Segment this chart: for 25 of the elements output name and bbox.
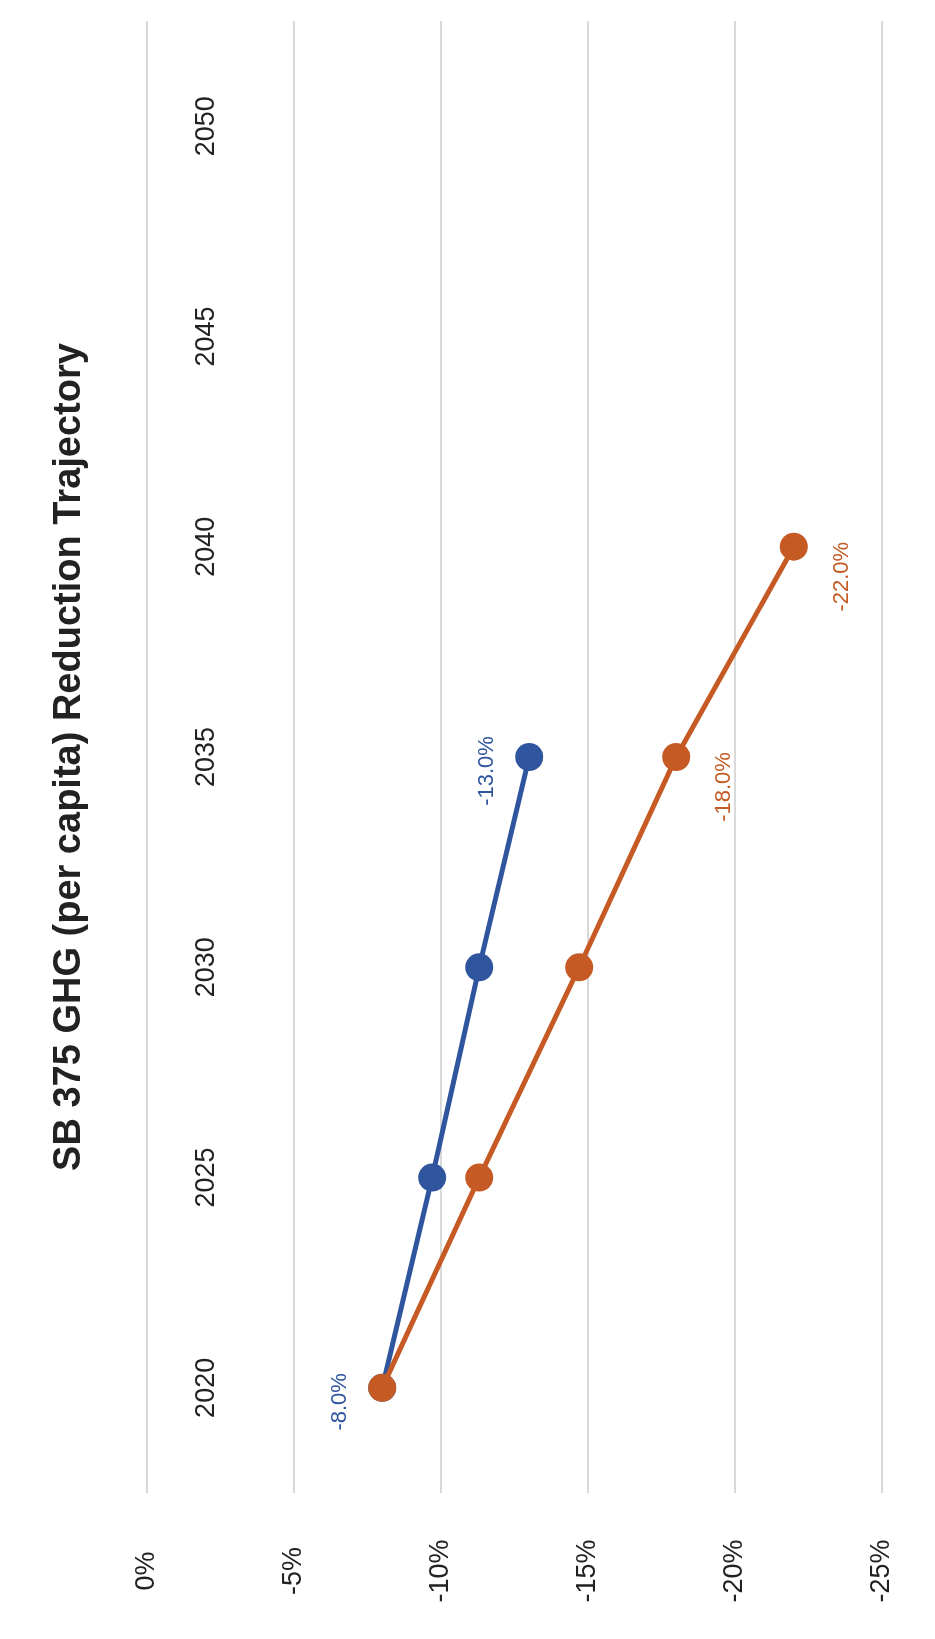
point bbox=[565, 953, 594, 982]
y-tick-label: 2035 bbox=[190, 726, 221, 788]
y-tick-label: 2045 bbox=[190, 306, 221, 367]
x-tick-label: -10% bbox=[424, 1539, 455, 1603]
point bbox=[418, 1163, 447, 1192]
point bbox=[662, 743, 691, 771]
point bbox=[515, 743, 544, 771]
data-label: -22.0% bbox=[827, 541, 853, 612]
y-tick-label: 2050 bbox=[190, 96, 221, 157]
y-tick-label: 2040 bbox=[190, 516, 221, 577]
data-label: -8.0% bbox=[326, 1373, 352, 1431]
x-tick-label: -5% bbox=[277, 1546, 308, 1596]
data-label: -18.0% bbox=[710, 752, 736, 822]
x-tick-label: -25% bbox=[865, 1539, 896, 1603]
point bbox=[465, 953, 494, 982]
data-label: -13.0% bbox=[473, 736, 499, 806]
point bbox=[779, 532, 808, 561]
y-tick-label: 2020 bbox=[190, 1357, 221, 1418]
x-tick-label: -15% bbox=[571, 1539, 602, 1603]
x-tick-label: -20% bbox=[718, 1539, 749, 1603]
y-tick-label: 2030 bbox=[190, 937, 221, 998]
x-tick-label: 0% bbox=[130, 1551, 161, 1591]
y-tick-label: 2025 bbox=[190, 1147, 221, 1208]
text: SB 375 GHG (per capita) Reduction Trajectory bbox=[46, 343, 89, 1171]
point bbox=[465, 1163, 494, 1192]
